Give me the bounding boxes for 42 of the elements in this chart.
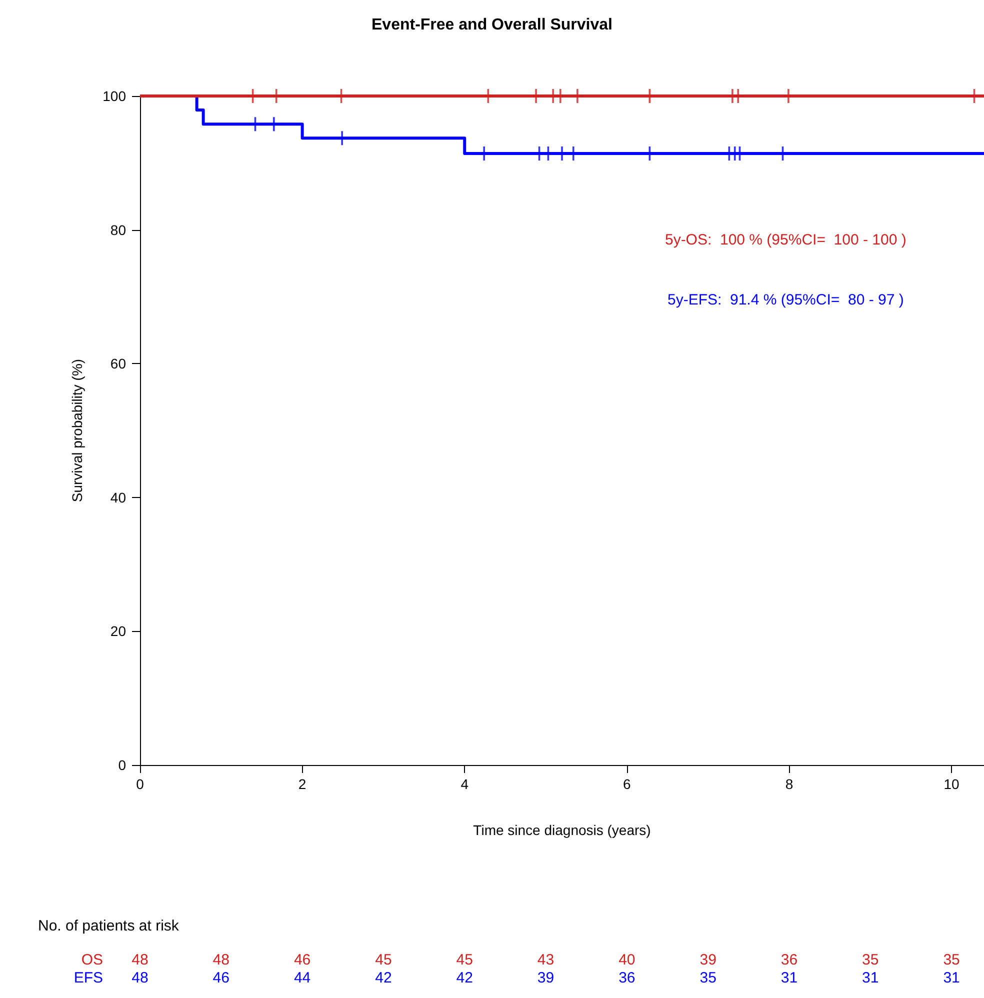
x-tick-label: 4: [460, 776, 469, 792]
text: 39: [537, 970, 554, 986]
text: 31: [862, 970, 879, 986]
text: No. of patients at risk: [38, 918, 180, 934]
text: 42: [375, 970, 392, 986]
text: 35: [862, 952, 879, 968]
text: 31: [780, 970, 798, 986]
text: 48: [212, 952, 230, 968]
x-tick-label: 8: [785, 776, 794, 792]
y-tick-label: 20: [110, 623, 126, 640]
text: 31: [943, 970, 960, 986]
text: 35: [700, 970, 716, 986]
y-tick-label: 100: [102, 88, 126, 104]
text: 36: [618, 970, 636, 986]
text: 35: [943, 952, 960, 968]
text: OS: [81, 952, 103, 968]
x-tick-label: 2: [298, 776, 306, 792]
y-tick-label: 40: [110, 489, 126, 506]
y-tick-label: 80: [110, 222, 126, 238]
text: 46: [294, 952, 311, 968]
text: 45: [456, 952, 473, 968]
text: 48: [132, 970, 148, 986]
text: EFS: [74, 970, 103, 986]
x-tick-label: 6: [623, 776, 632, 792]
chart-title: Event-Free and Overall Survival: [372, 16, 612, 34]
x-axis-title: Time since diagnosis (years): [473, 822, 651, 838]
y-tick-label: 60: [110, 356, 126, 372]
text: 40: [618, 952, 636, 968]
x-tick-label: 0: [136, 776, 144, 792]
text: 43: [537, 952, 554, 968]
text: 45: [375, 952, 392, 968]
text: 39: [700, 952, 716, 968]
x-tick-label: 10: [944, 776, 960, 792]
annotation: 5y-EFS: 91.4 % (95%CI= 80 - 97 ): [667, 292, 904, 308]
text: 46: [212, 970, 230, 986]
text: 36: [780, 952, 798, 968]
annotation: 5y-OS: 100 % (95%CI= 100 - 100 ): [664, 232, 906, 248]
y-tick-label: 0: [118, 757, 126, 773]
text: 42: [456, 970, 473, 986]
text: 44: [294, 970, 311, 986]
text: 48: [132, 952, 148, 968]
y-axis-title: Survival probability (%): [69, 358, 85, 502]
